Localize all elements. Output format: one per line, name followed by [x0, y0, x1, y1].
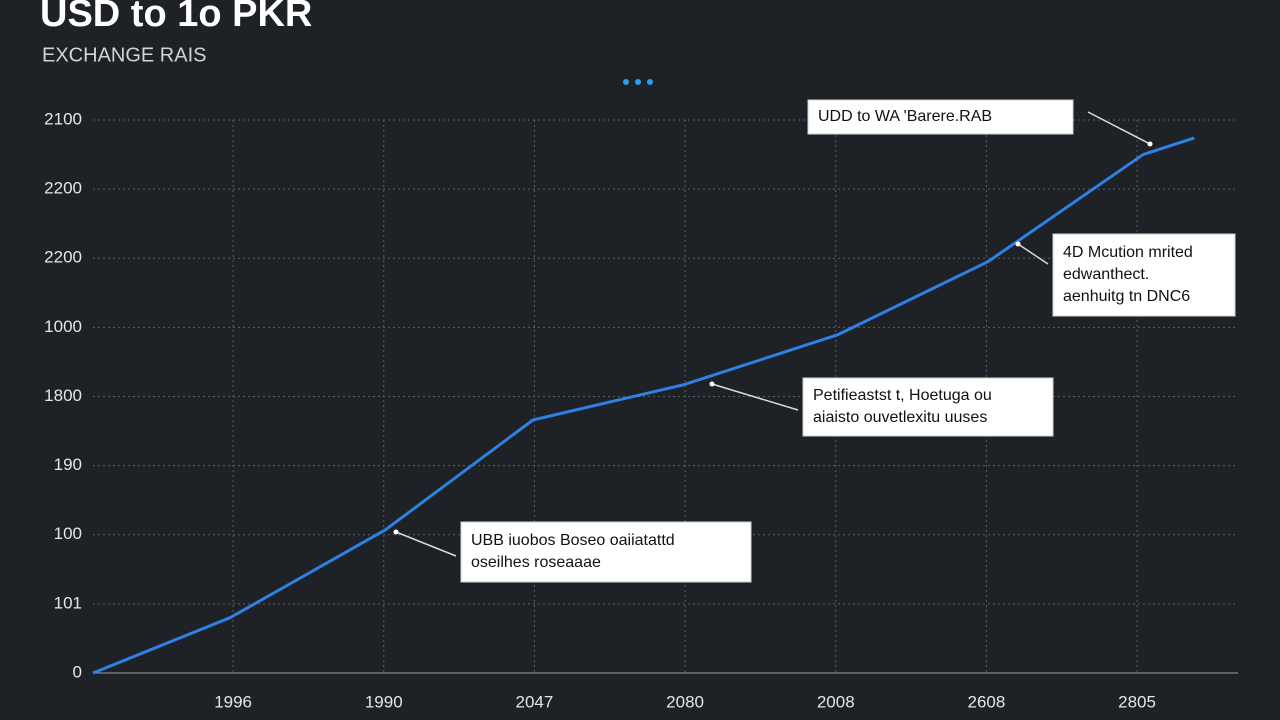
chart-subtitle: EXCHANGE RAIS	[42, 44, 206, 66]
chart-title: USD to 1o PKR	[40, 0, 312, 35]
y-tick-label: 0	[73, 662, 82, 681]
annotation: Petifieastst t, Hoetuga ou aiaisto ouvetl…	[709, 377, 1054, 437]
x-tick-label: 2608	[967, 692, 1005, 711]
annotation-text: aenhuitg tn DNC6	[1063, 288, 1190, 305]
y-tick-label: 101	[54, 593, 82, 612]
dot	[623, 79, 629, 85]
data-line	[92, 136, 1195, 675]
decor-dots	[623, 79, 653, 85]
annotation-text: UDD to WA 'Barere.RAB	[818, 108, 992, 125]
x-tick-label: 2047	[516, 692, 554, 711]
y-tick-label: 2200	[44, 179, 82, 198]
annotation: UDD to WA 'Barere.RAB	[807, 99, 1153, 147]
x-tick-label: 2805	[1118, 692, 1156, 711]
y-tick-label: 190	[54, 455, 82, 474]
annotation-arrow-head	[1015, 241, 1021, 247]
dot	[635, 79, 641, 85]
annotation-arrow-head	[393, 529, 399, 535]
x-tick-label: 2080	[666, 692, 704, 711]
annotation-box	[802, 377, 1054, 437]
dot	[647, 79, 653, 85]
annotation: UBB iuobos Boseo oaiiatattd oseilhes rose…	[393, 521, 752, 583]
y-tick-label: 1000	[44, 317, 82, 336]
y-tick-label: 1800	[44, 386, 82, 405]
annotation-text: aiaisto ouvetlexitu uuses	[813, 409, 987, 426]
annotation-arrow	[1017, 243, 1049, 265]
annotation-box	[1052, 233, 1236, 317]
annotation-arrow	[1087, 111, 1151, 145]
annotation: 4D Mcution mrited edwanthect. aenhuitg tn …	[1015, 233, 1236, 317]
y-tick-label: 2200	[44, 248, 82, 267]
annotation-text: Petifieastst t, Hoetuga ou	[813, 387, 992, 404]
annotation-box	[807, 99, 1074, 135]
annotation-box	[460, 521, 752, 583]
annotation-arrow	[711, 383, 799, 411]
x-tick-label: 2008	[817, 692, 855, 711]
annotation-text: UBB iuobos Boseo oaiiatattd	[471, 532, 675, 549]
annotation-arrow-head	[709, 381, 715, 387]
y-tick-label: 2100	[44, 109, 82, 128]
annotation-text: oseilhes roseaaae	[471, 554, 601, 571]
y-tick-label: 100	[54, 524, 82, 543]
annotation-arrow-head	[1147, 141, 1153, 147]
annotation-text: 4D Mcution mrited	[1063, 244, 1193, 261]
annotation-arrow	[395, 531, 457, 557]
x-tick-label: 1990	[365, 692, 403, 711]
annotation-text: edwanthect.	[1063, 266, 1149, 283]
x-tick-label: 1996	[214, 692, 252, 711]
